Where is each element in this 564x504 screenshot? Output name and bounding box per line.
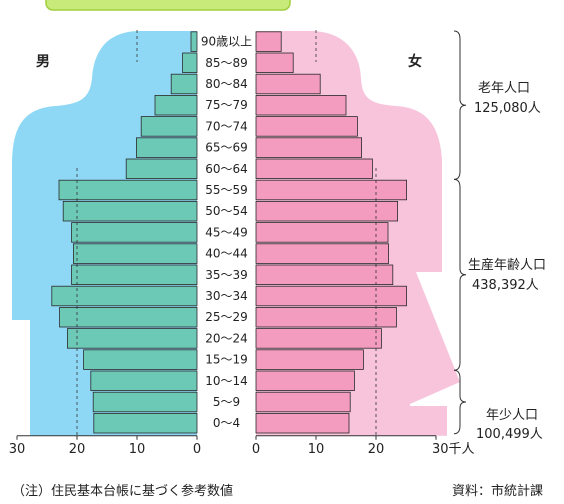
age-label: 55～59 <box>205 183 248 197</box>
female-tick-label: 30千人 <box>432 442 475 457</box>
female-tick-label: 10 <box>308 442 325 457</box>
female-bar <box>255 116 358 137</box>
age-label: 90歳以上 <box>201 35 252 49</box>
male-bar <box>170 73 198 95</box>
male-bar <box>73 243 198 264</box>
age-label: 20～24 <box>205 331 248 345</box>
age-label: 0～4 <box>213 416 240 430</box>
group-value-elderly: 125,080人 <box>474 101 541 116</box>
female-bar <box>255 306 397 328</box>
male-tick-label: 20 <box>69 442 86 457</box>
female-bar <box>255 349 364 370</box>
male-bar <box>92 391 198 413</box>
age-label: 65～69 <box>205 141 248 155</box>
age-label: 75～79 <box>205 98 248 112</box>
group-label-working: 生産年齢人口 <box>468 257 546 273</box>
female-bar <box>255 243 390 264</box>
female-bar <box>255 264 394 286</box>
female-bar <box>255 158 373 180</box>
female-tick-label: 20 <box>368 442 385 457</box>
female-bar <box>255 285 408 307</box>
group-value-youth: 100,499人 <box>476 427 543 442</box>
male-bar <box>67 328 198 349</box>
bracket-working <box>453 178 467 371</box>
male-bar <box>62 200 198 222</box>
female-bar <box>255 52 294 74</box>
male-bar <box>58 179 198 201</box>
age-label: 15～19 <box>205 353 248 367</box>
male-bar <box>59 306 198 328</box>
male-tick-label: 10 <box>129 442 146 457</box>
header-box <box>45 0 291 11</box>
male-bar <box>83 349 198 370</box>
age-label: 70～74 <box>205 119 248 133</box>
female-label: 女 <box>408 53 422 70</box>
source-label: 資料：市統計課 <box>452 483 543 499</box>
male-tick-label: 30 <box>9 442 26 457</box>
female-bar <box>255 95 347 116</box>
female-bar <box>255 31 282 52</box>
female-bar <box>255 222 389 243</box>
male-bar <box>140 116 198 137</box>
group-label-youth: 年少人口 <box>486 408 538 423</box>
footnote: （注）住民基本台帳に基づく参考数値 <box>12 483 233 499</box>
female-bar <box>255 200 399 222</box>
male-bar <box>154 95 198 116</box>
female-bar <box>255 73 321 95</box>
bracket-youth <box>453 369 467 435</box>
male-label: 男 <box>36 54 50 70</box>
age-label: 35～39 <box>205 268 248 282</box>
age-label: 60～64 <box>205 162 248 176</box>
male-bar <box>90 370 198 392</box>
female-bar <box>255 137 362 158</box>
bracket-elderly <box>453 30 467 180</box>
group-label-elderly: 老年人口 <box>478 81 530 96</box>
male-bar <box>71 222 198 243</box>
male-bar <box>71 264 198 286</box>
male-bar <box>135 137 198 158</box>
age-label: 45～49 <box>205 225 248 239</box>
male-tick-label: 0 <box>193 442 201 457</box>
group-value-working: 438,392人 <box>472 278 539 293</box>
female-bar <box>255 412 350 434</box>
age-label: 25～29 <box>205 310 248 324</box>
male-bar <box>125 158 198 180</box>
age-label: 85～89 <box>205 56 248 70</box>
female-bar <box>255 370 355 392</box>
male-bar <box>93 412 198 434</box>
age-label: 10～14 <box>205 374 248 388</box>
male-bar <box>182 52 198 74</box>
male-bar <box>51 285 198 307</box>
male-bar <box>190 31 198 52</box>
female-bar <box>255 328 382 349</box>
age-label: 5～9 <box>213 395 240 409</box>
female-bar <box>255 179 408 201</box>
age-label: 80～84 <box>205 77 248 91</box>
age-label: 30～34 <box>205 289 248 303</box>
female-tick-label: 0 <box>252 442 260 457</box>
age-label: 50～54 <box>205 204 248 218</box>
female-bar <box>255 391 351 413</box>
age-label: 40～44 <box>205 247 248 261</box>
